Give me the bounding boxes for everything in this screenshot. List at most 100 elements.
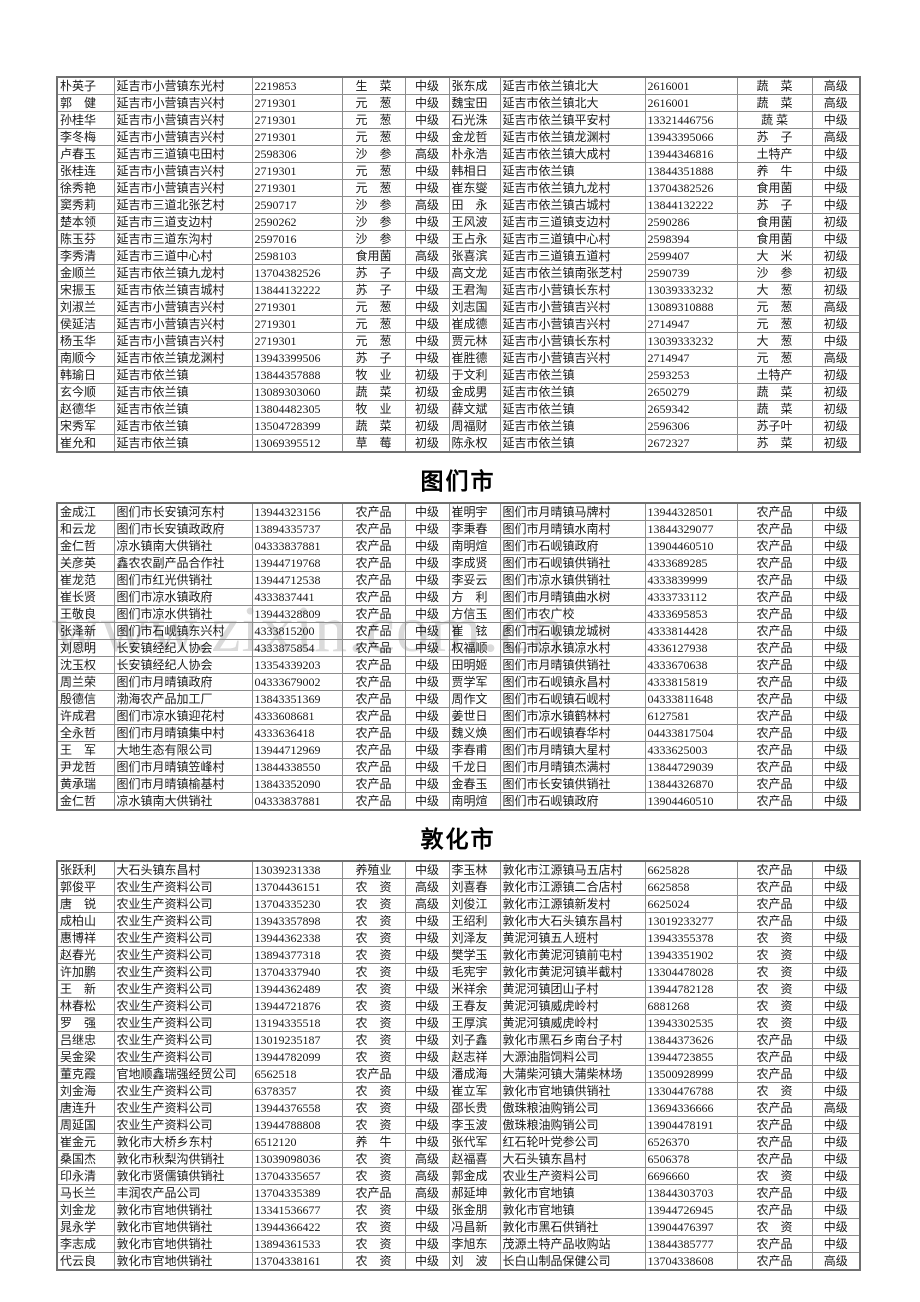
cell-name: 刘金海 bbox=[56, 1082, 115, 1100]
cell-level: 高级 bbox=[811, 298, 861, 316]
cell-address: 图们市凉水镇迎花村 bbox=[113, 707, 253, 725]
cell-address: 延吉市依兰镇 bbox=[113, 417, 253, 435]
cell-phone: 2719301 bbox=[251, 128, 343, 146]
table-row: 李冬梅 延吉市小营镇吉兴村 2719301 元 葱中级 金龙哲 延吉市依兰镇龙渊村 1394… bbox=[56, 128, 861, 146]
cell-phone: 2719301 bbox=[251, 111, 343, 129]
cell-phone: 13944723855 bbox=[644, 1048, 738, 1066]
cell-level: 中级 bbox=[404, 588, 450, 606]
cell-address: 图们市石岘镇永昌村 bbox=[499, 673, 646, 691]
cell-name: 刘泽友 bbox=[448, 929, 501, 947]
cell-phone: 13354339203 bbox=[251, 656, 343, 674]
table-row: 关彦英 鑫农农副产品合作社 13944719768 农产品 中级 李成贤 图们市石岘镇供销社… bbox=[56, 554, 861, 572]
cell-level: 中级 bbox=[404, 1218, 450, 1236]
cell-level: 初级 bbox=[811, 247, 861, 265]
cell-product: 农产品 bbox=[341, 775, 406, 793]
cell-name: 郭金成 bbox=[448, 1167, 501, 1185]
table-row: 晁永学 敦化市官地供销社 13944366422 农 资中级 冯昌新 敦化市黑石供销社 13… bbox=[56, 1218, 861, 1236]
cell-product: 大 葱 bbox=[736, 281, 813, 299]
cell-product: 农产品 bbox=[736, 673, 813, 691]
cell-name: 张桂连 bbox=[56, 162, 115, 180]
cell-name: 崔立军 bbox=[448, 1082, 501, 1100]
cell-address: 图们市月晴镇笠峰村 bbox=[113, 758, 253, 776]
cell-name: 方 利 bbox=[448, 588, 501, 606]
cell-name: 刘淑兰 bbox=[56, 298, 115, 316]
cell-level: 中级 bbox=[404, 520, 450, 538]
cell-product: 农 资 bbox=[341, 1235, 406, 1253]
cell-product: 农产品 bbox=[736, 1099, 813, 1117]
cell-product: 农 资 bbox=[736, 1082, 813, 1100]
cell-name: 刘志国 bbox=[448, 298, 501, 316]
cell-product: 农产品 bbox=[341, 605, 406, 623]
directory-document: 朴英子 延吉市小营镇东光村 2219853 生 菜中级 张东成 延吉市依兰镇北大 26160… bbox=[56, 76, 861, 1271]
cell-level: 中级 bbox=[404, 707, 450, 725]
table-row: 金顺兰 延吉市依兰镇九龙村 13704382526 苏 子中级 高文龙 延吉市依兰镇南张芝… bbox=[56, 264, 861, 282]
cell-phone: 4333695853 bbox=[644, 605, 738, 623]
cell-product: 蔬 菜 bbox=[736, 111, 813, 129]
cell-level: 中级 bbox=[404, 860, 450, 879]
cell-name: 田明姬 bbox=[448, 656, 501, 674]
cell-name: 崔允和 bbox=[56, 434, 115, 453]
cell-level: 中级 bbox=[811, 878, 861, 896]
table-row: 桑国杰 敦化市秋梨沟供销社 13039098036 农 资高级 赵福喜 大石头镇东昌村 65… bbox=[56, 1150, 861, 1168]
cell-address: 傲珠粮油购销公司 bbox=[499, 1116, 646, 1134]
cell-address: 黄泥河镇威虎岭村 bbox=[499, 1014, 646, 1032]
table-row: 罗 强农业生产资料公司 13194335518 农 资中级 王厚滨 黄泥河镇威虎岭村 13… bbox=[56, 1014, 861, 1032]
cell-address: 图们市红光供销社 bbox=[113, 571, 253, 589]
cell-name: 陈玉芬 bbox=[56, 230, 115, 248]
cell-address: 延吉市依兰镇南张芝村 bbox=[499, 264, 646, 282]
cell-phone: 13069395512 bbox=[251, 434, 343, 453]
cell-name: 唐连升 bbox=[56, 1099, 115, 1117]
cell-address: 延吉市小营镇吉兴村 bbox=[113, 94, 253, 112]
cell-name: 王春友 bbox=[448, 997, 501, 1015]
cell-phone: 6881268 bbox=[644, 997, 738, 1015]
cell-phone: 6625024 bbox=[644, 895, 738, 913]
cell-phone: 13943395066 bbox=[644, 128, 738, 146]
cell-product: 农产品 bbox=[736, 1252, 813, 1271]
cell-address: 大地生态有限公司 bbox=[113, 741, 253, 759]
cell-phone: 13704338608 bbox=[644, 1252, 738, 1271]
cell-product: 苏 子 bbox=[341, 349, 406, 367]
cell-level: 中级 bbox=[404, 724, 450, 742]
cell-level: 高级 bbox=[404, 895, 450, 913]
cell-name: 樊学玉 bbox=[448, 946, 501, 964]
cell-address: 黄泥河镇威虎岭村 bbox=[499, 997, 646, 1015]
table-row: 郭俊平 农业生产资料公司 13704436151 农 资高级 刘喜春 敦化市江源镇二合店村… bbox=[56, 878, 861, 896]
cell-phone: 13039333232 bbox=[644, 281, 738, 299]
table-row: 吕继忠 农业生产资料公司 13019235187 农 资中级 刘子鑫 敦化市黑石乡南台子村… bbox=[56, 1031, 861, 1049]
cell-product: 农产品 bbox=[736, 895, 813, 913]
cell-address: 延吉市小营镇吉兴村 bbox=[113, 128, 253, 146]
cell-product: 苏 菜 bbox=[736, 434, 813, 453]
cell-product: 农 资 bbox=[736, 1167, 813, 1185]
cell-level: 中级 bbox=[811, 895, 861, 913]
cell-phone: 13944712538 bbox=[251, 571, 343, 589]
cell-name: 晁永学 bbox=[56, 1218, 115, 1236]
cell-product: 农产品 bbox=[341, 758, 406, 776]
cell-address: 图们市月晴镇水南村 bbox=[499, 520, 646, 538]
cell-name: 宋振玉 bbox=[56, 281, 115, 299]
cell-name: 印永清 bbox=[56, 1167, 115, 1185]
cell-product: 农 资 bbox=[736, 929, 813, 947]
cell-phone: 6625858 bbox=[644, 878, 738, 896]
cell-level: 中级 bbox=[811, 639, 861, 657]
cell-name: 魏义焕 bbox=[448, 724, 501, 742]
cell-address: 大石头镇东昌村 bbox=[499, 1150, 646, 1168]
cell-product: 元 葱 bbox=[341, 128, 406, 146]
table-row: 李志成 敦化市官地供销社 13894361533 农 资中级 李旭东 茂源土特产品收购站 1… bbox=[56, 1235, 861, 1253]
cell-name: 惠博祥 bbox=[56, 929, 115, 947]
cell-name: 孙桂华 bbox=[56, 111, 115, 129]
cell-product: 草 莓 bbox=[341, 434, 406, 453]
cell-name: 郭 健 bbox=[56, 94, 115, 112]
cell-level: 中级 bbox=[811, 1031, 861, 1049]
cell-address: 图们市月晴镇曲水树 bbox=[499, 588, 646, 606]
cell-phone: 4333625003 bbox=[644, 741, 738, 759]
cell-address: 延吉市小营镇吉兴村 bbox=[499, 298, 646, 316]
cell-product: 农 资 bbox=[341, 1167, 406, 1185]
cell-level: 初级 bbox=[404, 366, 450, 384]
cell-name: 赵福喜 bbox=[448, 1150, 501, 1168]
cell-address: 敦化市江源镇二合店村 bbox=[499, 878, 646, 896]
cell-address: 渤海农产品加工厂 bbox=[113, 690, 253, 708]
cell-level: 中级 bbox=[404, 230, 450, 248]
cell-address: 图们市月晴镇集中村 bbox=[113, 724, 253, 742]
cell-address: 图们市凉水镇政府 bbox=[113, 588, 253, 606]
cell-name: 沈玉权 bbox=[56, 656, 115, 674]
